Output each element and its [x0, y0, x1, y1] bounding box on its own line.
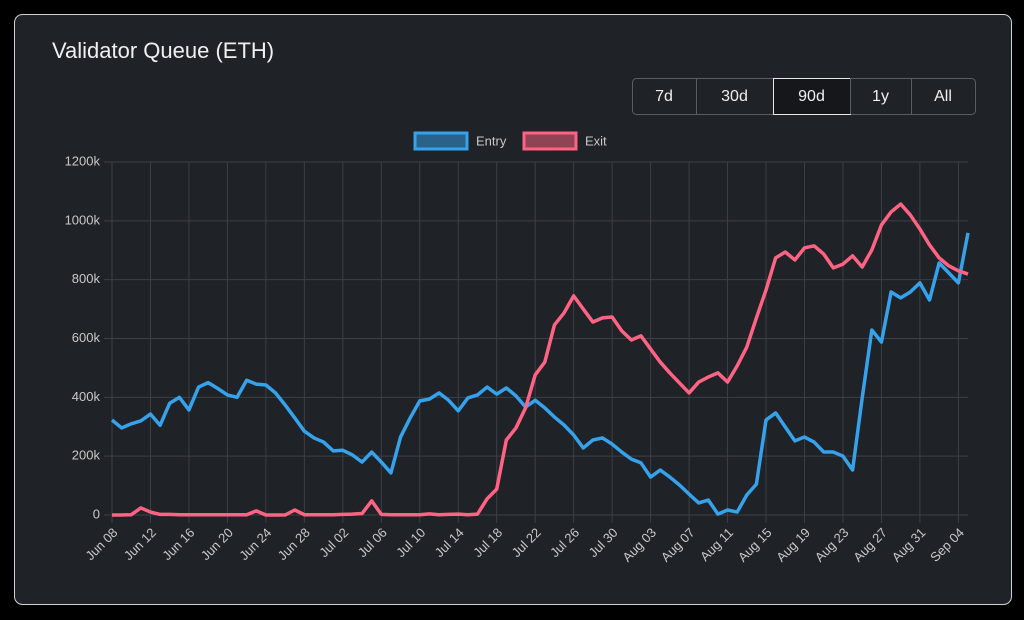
range-button[interactable]: 90d — [798, 88, 825, 105]
y-tick-label: 200k — [72, 448, 101, 463]
y-tick-label: 1000k — [65, 212, 101, 227]
button-active[interactable] — [773, 78, 851, 115]
range-button[interactable]: All — [934, 88, 952, 105]
chart-title: Validator Queue (ETH) — [52, 38, 274, 63]
range-button[interactable]: 7d — [655, 88, 673, 105]
range-button[interactable]: 1y — [872, 88, 889, 105]
range-button[interactable]: 30d — [721, 88, 748, 105]
y-tick-label: 400k — [72, 389, 101, 404]
legend-label: Entry — [476, 133, 507, 148]
legend-label: Exit — [585, 133, 607, 148]
y-tick-label: 1200k — [65, 153, 101, 168]
series-line — [112, 202, 969, 517]
y-tick-label: 0 — [93, 506, 100, 521]
series-line — [110, 232, 970, 516]
legend-swatch — [413, 131, 469, 151]
y-tick-label: 800k — [72, 271, 101, 286]
legend-swatch — [522, 131, 578, 151]
y-tick-label: 600k — [72, 330, 101, 345]
